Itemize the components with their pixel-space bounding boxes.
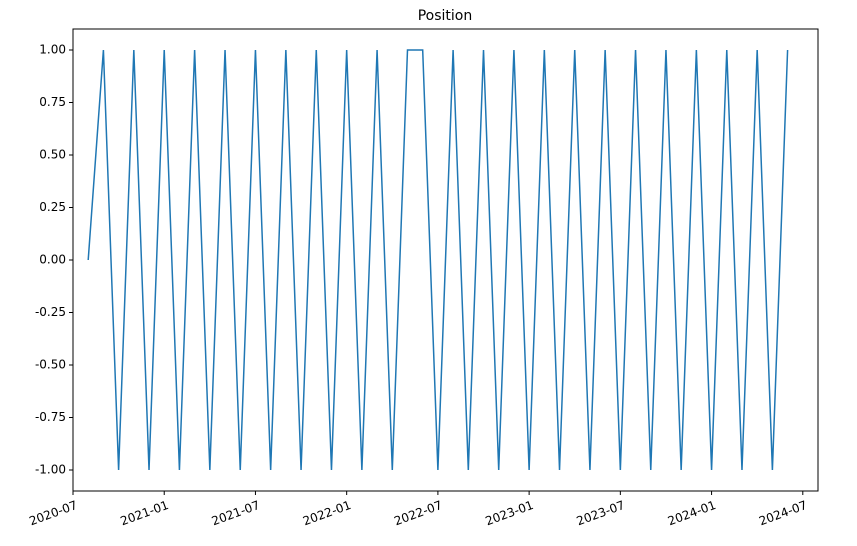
y-tick-label: 0.75 — [39, 95, 66, 109]
chart-title: Position — [418, 8, 473, 24]
x-tick-label: 2020-07 — [27, 498, 79, 528]
y-tick-label: -1.00 — [35, 463, 66, 477]
plot-frame — [72, 28, 819, 492]
y-tick-label: -0.50 — [35, 358, 66, 372]
y-tick-label: 1.00 — [39, 43, 66, 57]
y-tick-label: -0.25 — [35, 305, 66, 319]
x-tick-label: 2023-07 — [575, 498, 627, 528]
x-tick-label: 2021-07 — [210, 498, 262, 528]
x-tick-label: 2023-01 — [483, 498, 535, 528]
y-tick-label: 0.00 — [39, 253, 66, 267]
y-tick-label: 0.25 — [39, 200, 66, 214]
y-tick-label: -0.75 — [35, 410, 66, 424]
data-line — [87, 49, 789, 471]
x-tick-label: 2022-07 — [392, 498, 444, 528]
y-tick-label: 0.50 — [39, 148, 66, 162]
x-tick-label: 2024-01 — [666, 498, 718, 528]
x-tick-label: 2024-07 — [757, 498, 809, 528]
x-tick-label: 2022-01 — [301, 498, 353, 528]
x-tick-label: 2021-01 — [119, 498, 171, 528]
